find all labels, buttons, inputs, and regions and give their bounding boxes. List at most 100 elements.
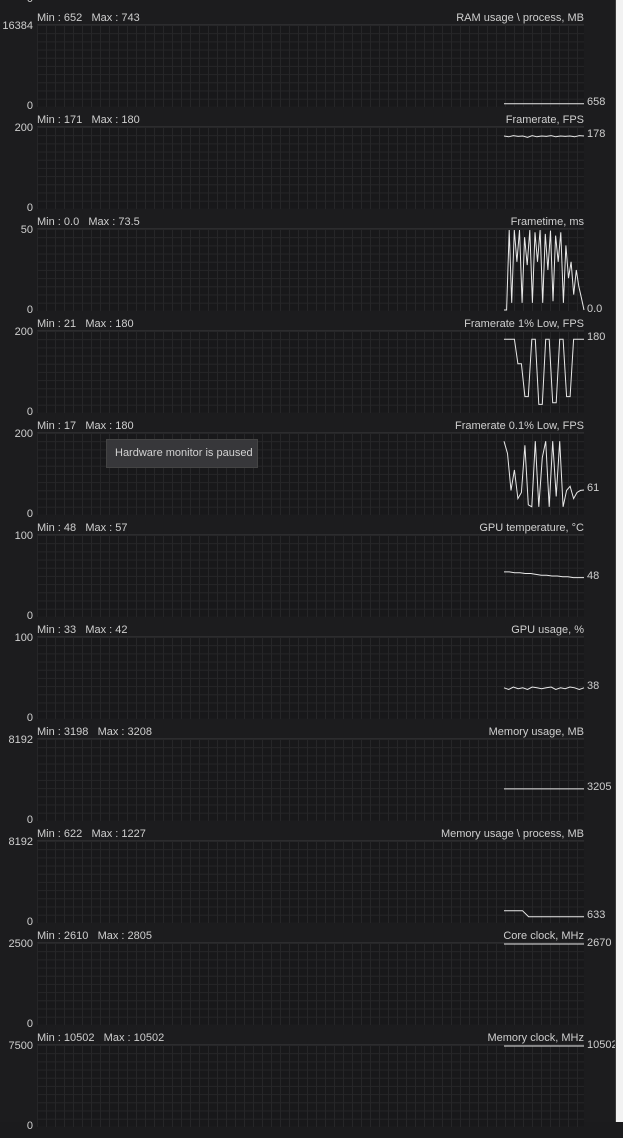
graph-series-line bbox=[504, 338, 584, 405]
min-value: 2610 bbox=[63, 930, 89, 942]
min-label: Min : bbox=[37, 522, 64, 534]
max-value: 3208 bbox=[127, 726, 152, 738]
graph-panel: Min : 33 Max : 42 GPU usage, % 100 0 38 bbox=[0, 624, 615, 730]
graph-plot-area bbox=[37, 840, 584, 923]
current-value-label: 10502 bbox=[587, 1039, 618, 1051]
current-value-label: 658 bbox=[587, 95, 606, 108]
graph-panel: Min : 622 Max : 1227 Memory usage \ proce… bbox=[0, 828, 615, 934]
min-label: Min : bbox=[37, 216, 64, 228]
partial-axis-label: 0 bbox=[0, 0, 33, 5]
graph-panel: Min : 171 Max : 180 Framerate, FPS 200 0 178 bbox=[0, 114, 615, 220]
current-value-label: 3205 bbox=[587, 780, 612, 793]
y-axis-min-label: 0 bbox=[26, 1018, 33, 1030]
graph-trace-svg bbox=[504, 788, 584, 790]
graph-title: RAM usage \ process, MB bbox=[456, 12, 584, 24]
max-value: 743 bbox=[121, 12, 140, 24]
graph-title: Memory clock, MHz bbox=[487, 1032, 584, 1044]
max-value: 1227 bbox=[121, 828, 146, 840]
max-label: Max : bbox=[91, 114, 122, 126]
graph-series-line bbox=[504, 229, 585, 311]
current-value-label: 180 bbox=[587, 331, 606, 344]
min-max-gap bbox=[76, 522, 85, 534]
graph-title: Memory usage, MB bbox=[488, 726, 584, 738]
graph-panel: Min : 10502 Max : 10502 Memory clock, MHz… bbox=[0, 1032, 618, 1138]
graph-plot-area bbox=[37, 126, 585, 209]
graph-plot-area bbox=[37, 432, 585, 515]
graph-series-line bbox=[503, 135, 585, 138]
y-axis-max-label: 7500 bbox=[8, 1040, 33, 1052]
min-label: Min : bbox=[37, 624, 64, 636]
graph-min-max: Min : 10502 Max : 10502 bbox=[37, 1032, 164, 1044]
graph-title: GPU usage, % bbox=[511, 624, 584, 636]
graph-plot-area bbox=[37, 24, 584, 107]
graph-trace-svg bbox=[504, 571, 584, 579]
y-axis-max-label: 200 bbox=[14, 122, 33, 134]
min-max-gap bbox=[79, 216, 88, 228]
current-value-label: 61 bbox=[587, 481, 600, 494]
y-axis-min-label: 0 bbox=[26, 916, 33, 928]
min-label: Min : bbox=[37, 114, 64, 126]
y-axis-max-label: 2500 bbox=[8, 938, 33, 950]
y-axis-max-label: 16384 bbox=[2, 20, 33, 32]
max-label: Max : bbox=[85, 624, 116, 636]
min-value: 652 bbox=[63, 12, 83, 24]
graph-title: Memory usage \ process, MB bbox=[440, 828, 584, 840]
min-label: Min : bbox=[37, 828, 64, 840]
min-label: Min : bbox=[37, 726, 64, 738]
current-value-label: 2670 bbox=[587, 937, 612, 949]
graph-series-line bbox=[504, 571, 584, 579]
max-label: Max : bbox=[85, 420, 116, 432]
y-axis-max-label: 8192 bbox=[8, 734, 33, 746]
y-axis-min-label: 0 bbox=[26, 610, 33, 622]
graph-plot-area bbox=[37, 636, 585, 719]
graph-panel: Min : 48 Max : 57 GPU temperature, °C 100 0… bbox=[0, 522, 615, 628]
scrollbar[interactable] bbox=[615, 0, 623, 1122]
min-label: Min : bbox=[37, 930, 64, 942]
min-label: Min : bbox=[37, 420, 64, 432]
y-axis-max-label: 50 bbox=[20, 224, 33, 236]
graph-min-max: Min : 48 Max : 57 bbox=[37, 522, 128, 534]
current-value-label: 178 bbox=[587, 128, 606, 141]
graph-trace-svg bbox=[503, 135, 585, 138]
min-label: Min : bbox=[37, 1032, 64, 1044]
y-axis-max-label: 200 bbox=[14, 428, 33, 440]
max-label: Max : bbox=[97, 930, 128, 942]
min-value: 0.0 bbox=[63, 216, 80, 228]
y-axis-min-label: 0 bbox=[26, 814, 33, 826]
min-value: 48 bbox=[63, 522, 77, 534]
graph-title: Framerate 0.1% Low, FPS bbox=[455, 420, 584, 432]
graph-min-max: Min : 171 Max : 180 bbox=[37, 114, 140, 126]
graph-plot-area bbox=[37, 942, 584, 1025]
current-value-label: 48 bbox=[587, 569, 600, 582]
graph-panel: Min : 0.0 Max : 73.5 Frametime, ms 50 0 0.0 bbox=[0, 216, 615, 322]
max-label: Max : bbox=[91, 12, 122, 24]
min-max-gap bbox=[76, 624, 85, 636]
graph-min-max: Min : 622 Max : 1227 bbox=[37, 828, 146, 840]
graph-panel: Min : 652 Max : 743 RAM usage \ process, … bbox=[0, 12, 615, 118]
y-axis-max-label: 8192 bbox=[8, 836, 33, 848]
y-axis-min-label: 0 bbox=[26, 406, 33, 418]
max-value: 57 bbox=[115, 522, 128, 534]
graph-min-max: Min : 17 Max : 180 bbox=[37, 420, 134, 432]
current-value-label: 633 bbox=[587, 908, 606, 921]
max-label: Max : bbox=[97, 726, 128, 738]
graph-title: Framerate, FPS bbox=[505, 114, 584, 126]
graph-min-max: Min : 3198 Max : 3208 bbox=[37, 726, 152, 738]
min-value: 10502 bbox=[63, 1032, 95, 1044]
y-axis-min-label: 0 bbox=[26, 100, 33, 112]
paused-tooltip: Hardware monitor is paused bbox=[106, 439, 258, 468]
graph-min-max: Min : 33 Max : 42 bbox=[37, 624, 128, 636]
y-axis-min-label: 0 bbox=[26, 202, 33, 214]
graph-trace-svg bbox=[504, 103, 584, 105]
max-value: 2805 bbox=[127, 930, 152, 942]
y-axis-min-label: 0 bbox=[26, 304, 33, 316]
graph-min-max: Min : 652 Max : 743 bbox=[37, 12, 140, 24]
graph-panel: Min : 17 Max : 180 Framerate 0.1% Low, FP… bbox=[0, 420, 615, 526]
graph-plot-area bbox=[37, 738, 584, 821]
graph-title: Core clock, MHz bbox=[503, 930, 584, 942]
max-value: 180 bbox=[121, 114, 140, 126]
max-label: Max : bbox=[103, 1032, 134, 1044]
max-label: Max : bbox=[85, 522, 116, 534]
graph-plot-area bbox=[37, 330, 584, 413]
